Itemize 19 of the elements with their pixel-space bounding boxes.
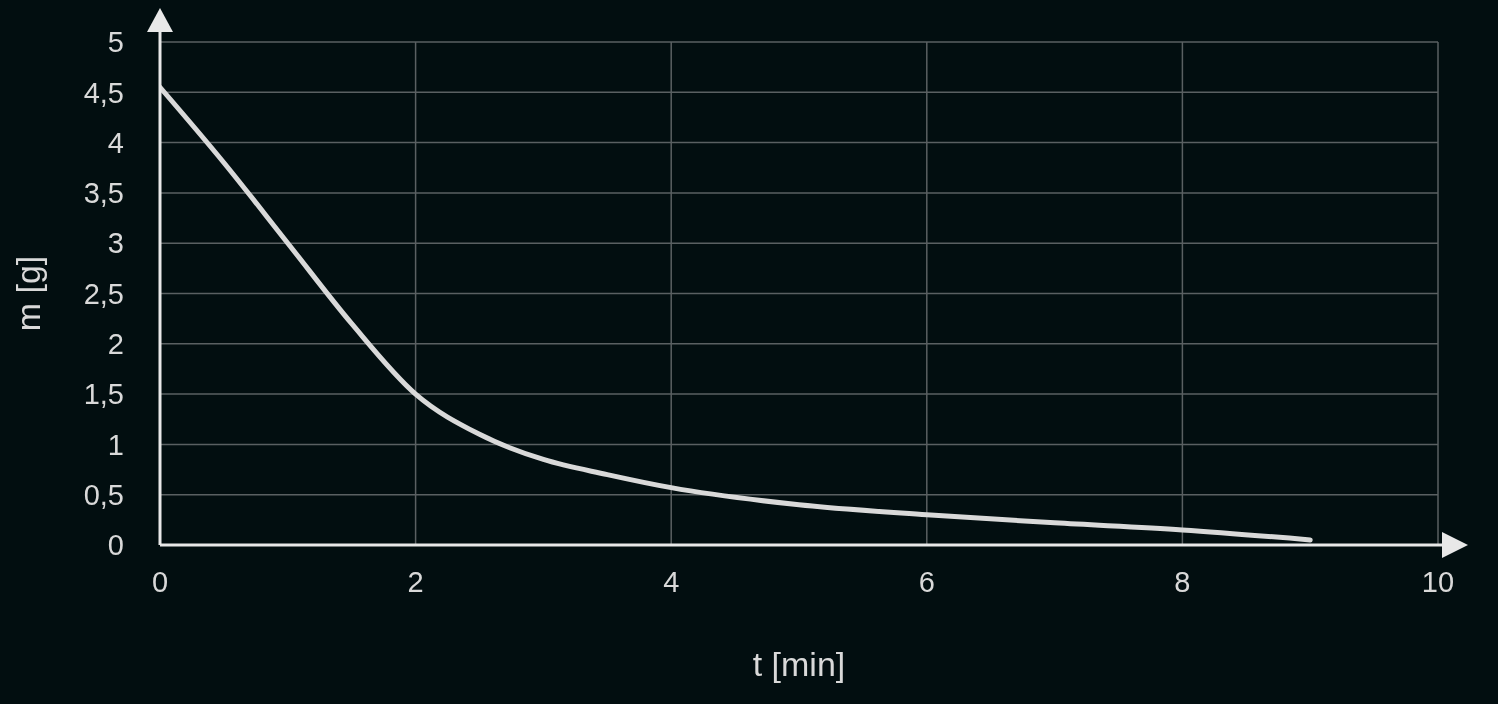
y-tick-label: 0,5 xyxy=(83,479,124,511)
x-tick-label: 2 xyxy=(407,565,424,598)
y-tick-label: 2 xyxy=(107,328,124,361)
x-tick-label: 8 xyxy=(1174,565,1191,598)
y-tick-label: 3,5 xyxy=(83,177,124,210)
y-tick-label: 1 xyxy=(107,428,124,461)
y-tick-label: 0 xyxy=(107,529,124,562)
x-tick-label: 10 xyxy=(1421,565,1455,598)
y-tick-label: 4 xyxy=(107,126,124,159)
y-tick-label: 4,5 xyxy=(83,76,124,109)
y-tick-label: 2,5 xyxy=(83,277,124,310)
x-axis-title: t [min] xyxy=(752,645,846,683)
y-axis-title: m [g] xyxy=(9,255,48,332)
y-tick-label: 5 xyxy=(107,26,124,59)
x-tick-label: 4 xyxy=(663,565,680,598)
y-tick-label: 1,5 xyxy=(83,378,124,411)
y-tick-label: 3 xyxy=(107,227,124,260)
x-tick-label: 0 xyxy=(151,565,169,598)
x-tick-label: 6 xyxy=(918,565,935,598)
